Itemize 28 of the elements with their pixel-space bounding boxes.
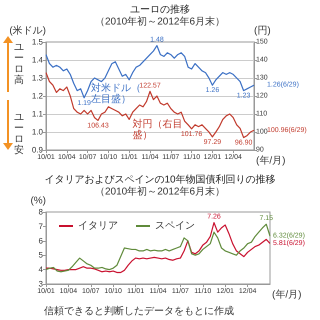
y-tick-label: 1.3 — [32, 74, 44, 82]
legend-label: スペイン — [155, 220, 195, 232]
y-tick-label: 1.4 — [32, 56, 44, 64]
text: 信頼できると判断したデータをもとに作成 — [44, 304, 234, 318]
x-axis-title: (年/月) — [256, 154, 286, 166]
y-tick-label: 0.9 — [32, 146, 44, 154]
y-tick-label: 3 — [38, 280, 44, 288]
y-tick-label: 1.1 — [32, 110, 44, 118]
text: ユーロ安 — [14, 112, 24, 156]
chart-subtitle: （2010年初～2012年6月末） — [94, 186, 226, 198]
y-axis-title: (%) — [30, 196, 46, 206]
y2-axis-title: (円) — [254, 26, 271, 36]
y-tick-label: 1.2 — [32, 92, 44, 100]
chart-title: イタリアおよびスペインの10年物国債利回りの推移 — [44, 174, 276, 186]
line-series — [45, 72, 255, 138]
y-tick-label: 4 — [38, 265, 44, 274]
y-axis-title: (米ドル) — [9, 24, 46, 36]
legend-label: イタリア — [78, 220, 118, 232]
chart-title: ユーロの推移 — [130, 4, 190, 16]
y-tick-label: 7 — [38, 222, 44, 231]
y-tick-label: 6 — [38, 236, 44, 246]
y-tick-label: 5 — [38, 250, 44, 260]
text: ユーロ高 — [14, 42, 24, 86]
chart-subtitle: （2010年初～2012年6月末） — [94, 16, 226, 28]
x-axis-title: (年/月) — [272, 288, 302, 300]
y-tick-label: 1.0 — [32, 128, 44, 136]
y-tick-label: 8 — [38, 208, 44, 216]
y-tick-label: 1.5 — [32, 38, 44, 46]
